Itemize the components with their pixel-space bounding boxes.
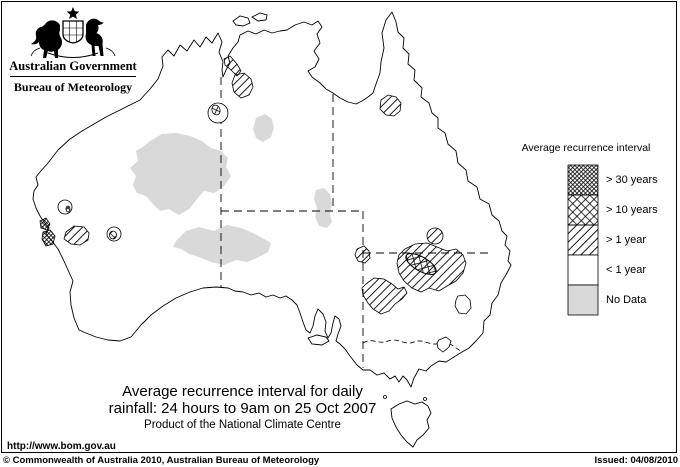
legend-label-gt30: > 30 years	[606, 174, 658, 186]
agency-title: Bureau of Meteorology	[13, 80, 133, 94]
copyright-text: © Commonwealth of Australia 2010, Austra…	[3, 455, 320, 466]
island-tasmania	[390, 400, 432, 448]
header-divider	[10, 76, 136, 77]
island-melville	[232, 12, 268, 27]
legend-label-gt10: > 10 years	[606, 204, 658, 216]
australia-map	[32, 11, 599, 448]
border-nsw-vic	[362, 339, 462, 352]
legend-label-lt1: < 1 year	[606, 264, 647, 276]
legend-swatch-nodata	[567, 284, 599, 316]
government-header: Australian Government Bureau of Meteorol…	[6, 6, 140, 95]
issued-date: Issued: 04/08/2010	[594, 455, 678, 466]
legend-labels: > 30 years > 10 years > 1 year < 1 year …	[606, 165, 658, 315]
legend-swatches	[567, 164, 599, 316]
bom-url: http://www.bom.gov.au	[7, 441, 116, 452]
legend-label-nodata: No Data	[606, 294, 647, 306]
government-title: Australian Government	[9, 59, 137, 73]
island-kangaroo	[307, 334, 330, 346]
caption-line1: Average recurrence interval for daily	[122, 383, 363, 400]
legend-label-gt1: > 1 year	[606, 234, 647, 246]
legend-swatch-lt1	[567, 254, 599, 286]
caption-line3: Product of the National Climate Centre	[144, 419, 341, 431]
no-data-areas	[130, 114, 332, 265]
legend-swatch-gt1	[567, 224, 599, 256]
island-bass-east	[423, 397, 427, 401]
island-bass-west	[383, 395, 387, 399]
legend-swatch-gt30	[567, 164, 599, 196]
recurrence-areas	[39, 55, 472, 353]
map-caption: Average recurrence interval for daily ra…	[105, 383, 380, 432]
legend-swatch-gt10	[567, 194, 599, 226]
map-frame-border	[1, 1, 677, 453]
coat-of-arms-icon	[30, 7, 116, 58]
caption-line2: rainfall: 24 hours to 9am on 25 Oct 2007	[108, 400, 377, 417]
legend-title: Average recurrence interval	[521, 142, 651, 154]
